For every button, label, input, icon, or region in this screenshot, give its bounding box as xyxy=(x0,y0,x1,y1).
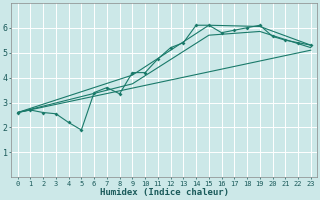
X-axis label: Humidex (Indice chaleur): Humidex (Indice chaleur) xyxy=(100,188,229,197)
